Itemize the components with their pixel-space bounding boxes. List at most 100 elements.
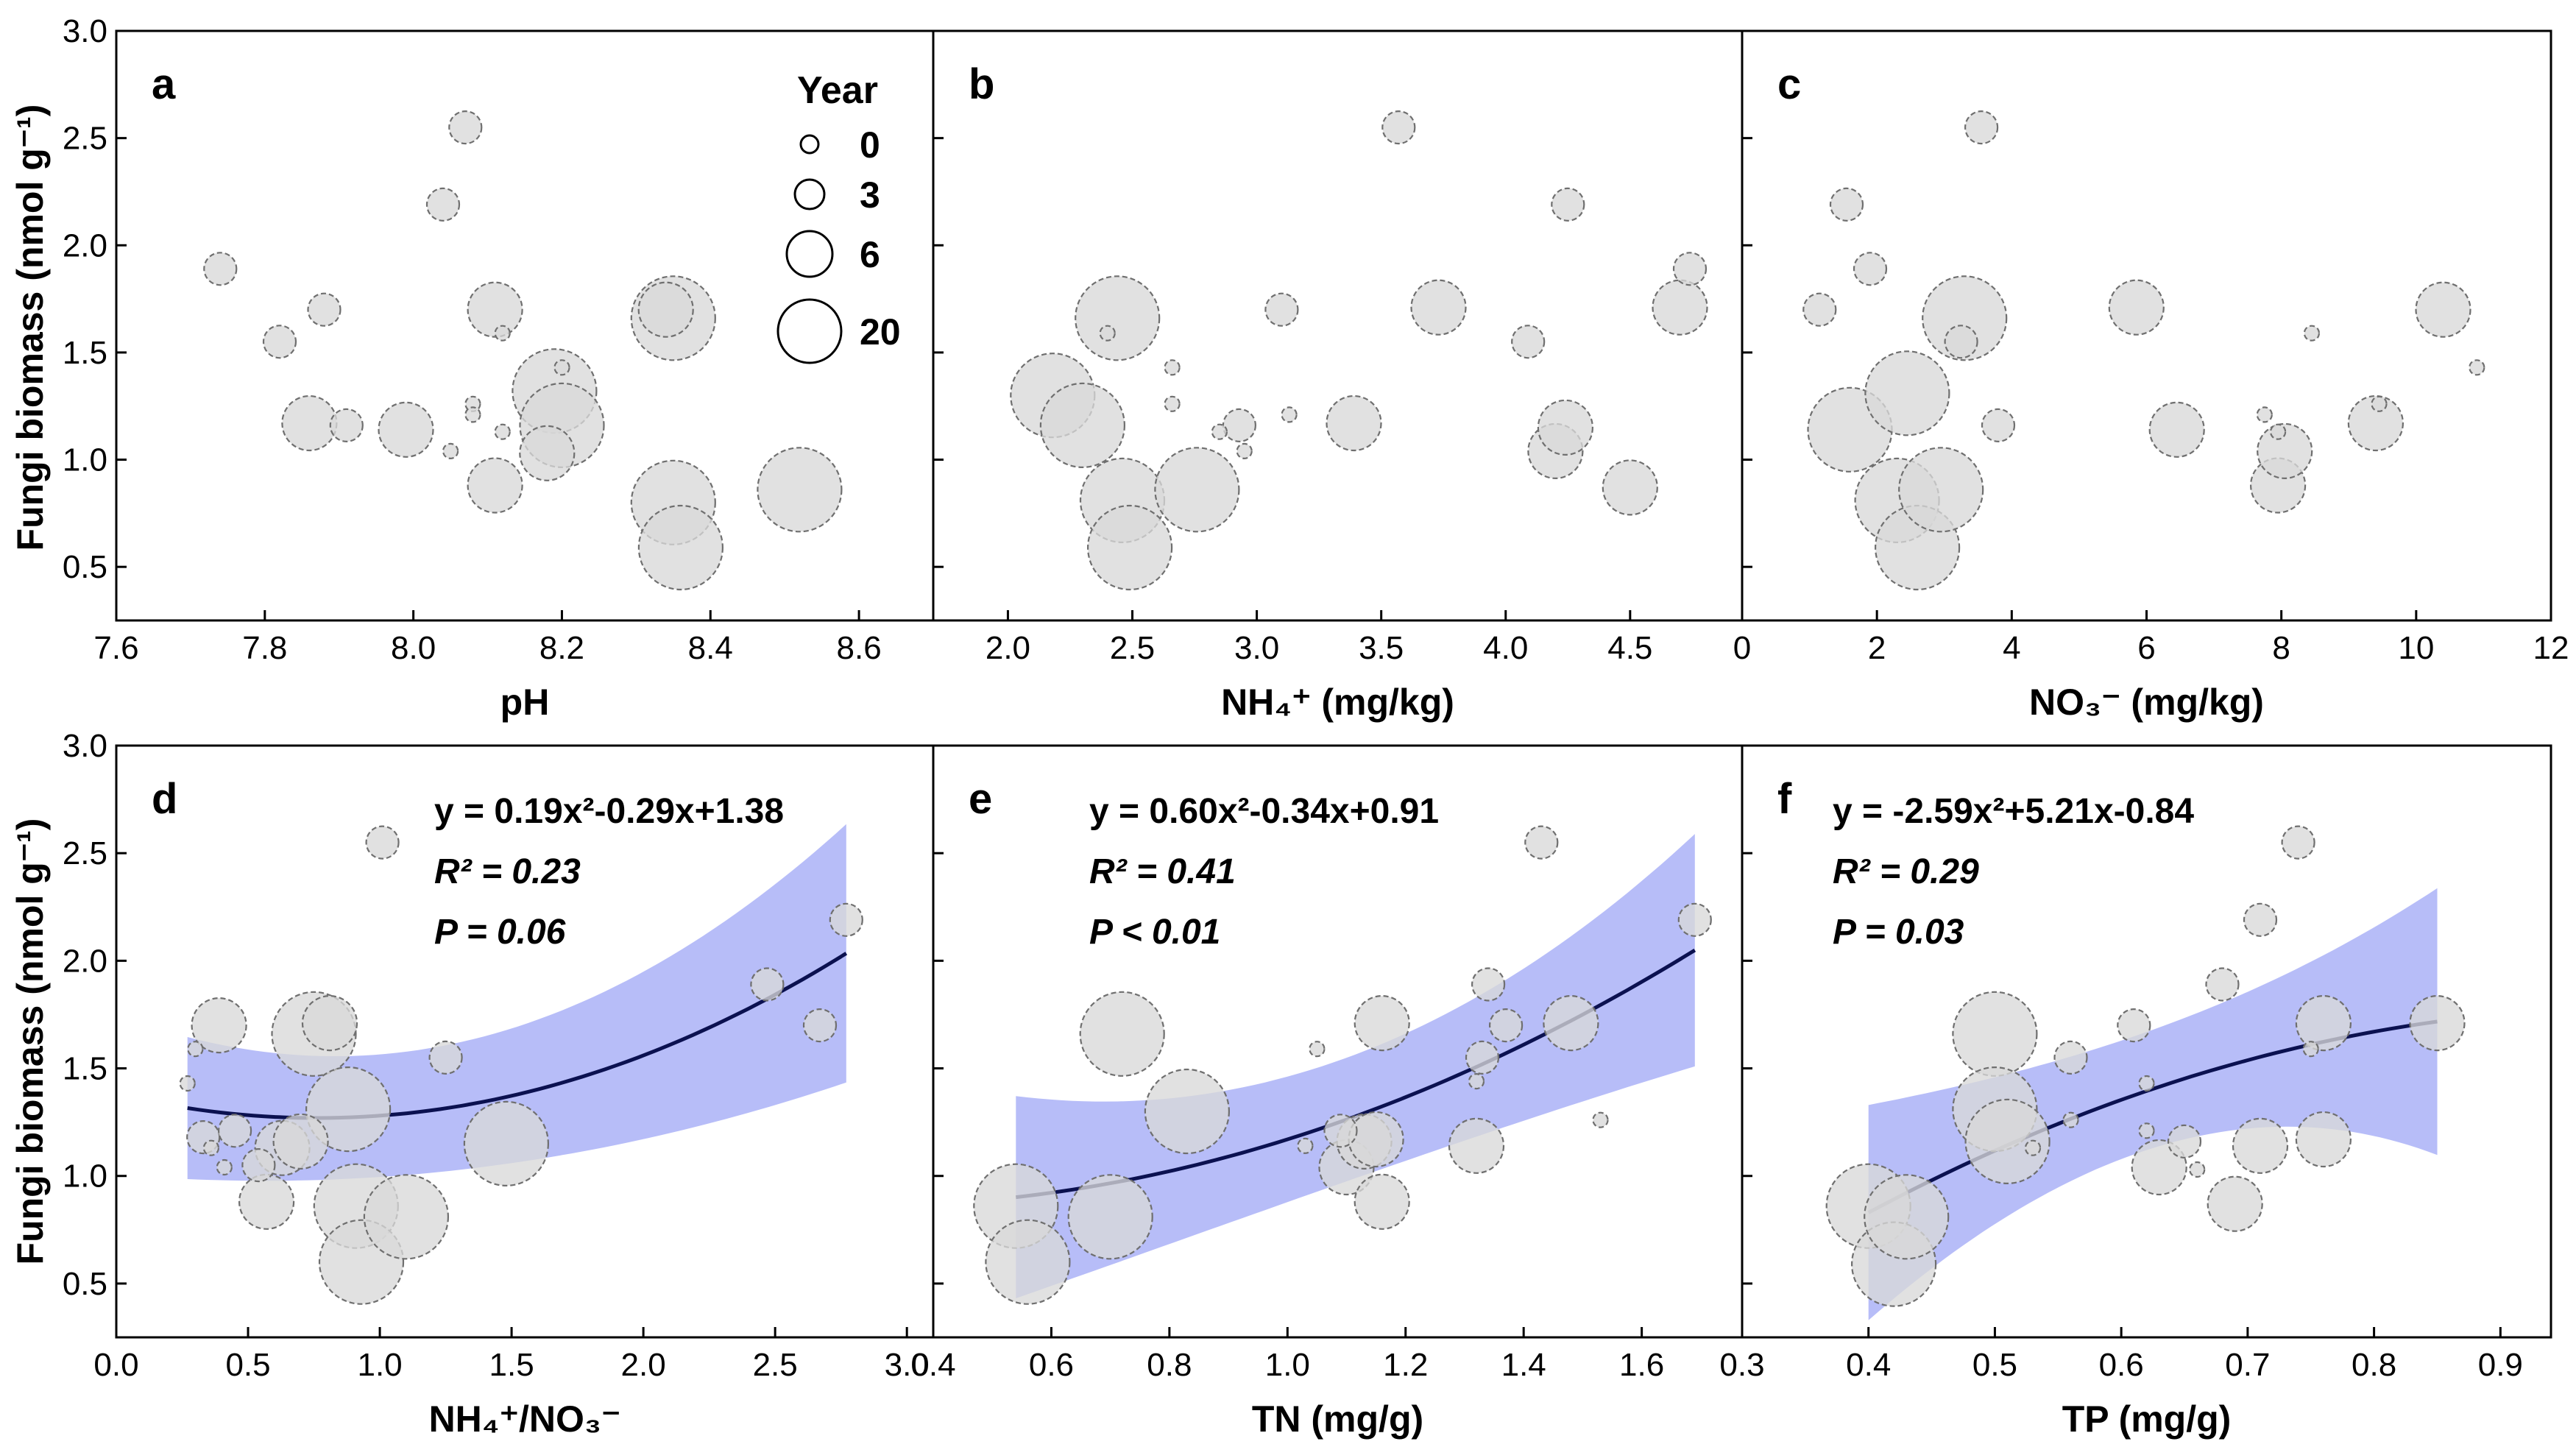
panel-a: 7.6 7.8 8.0 8.2 8.4 8.6 0.5 1.0 1.5 2.0 2.5 3.0 pH a <box>63 13 935 723</box>
x-tick-label-b: 3.5 <box>1359 630 1404 666</box>
x-tick-label-f: 0.4 <box>1846 1347 1891 1383</box>
panel-letter-e: e <box>969 775 992 823</box>
equation-e: y = 0.60x²-0.34x+0.91 <box>1089 792 1439 831</box>
y-tick-label-a: 2.0 <box>63 227 107 263</box>
equation-d: y = 0.19x²-0.29x+1.38 <box>434 792 784 831</box>
bubble-f <box>2138 1122 2155 1139</box>
x-tick-label-d: 0.5 <box>225 1347 270 1383</box>
plot-frame-b <box>932 29 1744 622</box>
bubble-c <box>1944 325 1978 359</box>
plot-frame-f <box>1741 744 2552 1339</box>
y-tick-label-d: 3.0 <box>63 728 107 764</box>
bubble-b <box>1075 275 1161 361</box>
bubble-a <box>442 442 459 460</box>
bubble-c <box>1898 447 1984 533</box>
year-size-legend: Year 0 3 6 20 <box>776 69 901 364</box>
panel-letter-a: a <box>152 60 176 108</box>
bubble-d <box>802 1008 838 1043</box>
y-tick-label-d: 1.5 <box>63 1051 107 1087</box>
x-tick-label-b: 4.5 <box>1607 630 1652 666</box>
y-tick-label-d: 0.5 <box>63 1266 107 1302</box>
bubble-e <box>1543 994 1599 1052</box>
x-tick-label-e: 1.4 <box>1501 1347 1546 1383</box>
bubble-d <box>179 1075 196 1092</box>
bubble-b <box>1236 442 1253 460</box>
bubble-b <box>1164 395 1181 412</box>
legend-title: Year <box>797 69 878 112</box>
x-tick-label-c: 2 <box>1868 630 1886 666</box>
x-tick-label-f: 0.7 <box>2225 1347 2270 1383</box>
bubble-d <box>463 1100 550 1187</box>
bubble-c <box>1829 187 1864 222</box>
x-tick-label-a: 8.0 <box>391 630 436 666</box>
bubble-a <box>448 110 483 145</box>
bubble-d <box>272 1113 329 1170</box>
x-axis-label-c: NO₃⁻ (mg/kg) <box>2029 682 2264 723</box>
bubble-c <box>2270 423 2287 440</box>
bubble-f <box>2167 1124 2202 1159</box>
bubble-f <box>2295 994 2352 1052</box>
confidence-band-e <box>1016 834 1695 1298</box>
legend-bubble-20 <box>776 298 843 364</box>
x-tick-label-c: 8 <box>2272 630 2290 666</box>
x-tick-label-e: 1.6 <box>1619 1347 1664 1383</box>
bubble-f <box>2281 825 2315 860</box>
x-tick-label-d: 3.0 <box>885 1347 930 1383</box>
bubble-f <box>2295 1111 2352 1168</box>
bubble-a <box>203 252 238 286</box>
panel-b: 2.0 2.5 3.0 3.5 4.0 4.5 NH₄⁺ (mg/kg) b <box>932 29 1744 723</box>
x-tick-label-e: 0.4 <box>910 1347 955 1383</box>
bubble-a <box>467 457 523 514</box>
bubble-c <box>1964 110 1999 145</box>
bubble-b <box>1164 359 1181 376</box>
x-tick-label-f: 0.5 <box>1972 1347 2017 1383</box>
y-tick-label-a: 3.0 <box>63 13 107 49</box>
bubble-a <box>262 325 297 359</box>
bubble-c <box>2303 325 2320 342</box>
bubble-d <box>305 1066 392 1153</box>
bubble-f <box>2138 1075 2155 1092</box>
x-axis-label-a: pH <box>500 682 550 723</box>
bubble-b <box>1326 395 1382 452</box>
bubble-c <box>1981 408 2016 443</box>
bubble-e <box>1354 994 1410 1052</box>
bubble-f <box>2207 1175 2263 1232</box>
bubble-e <box>1448 1117 1505 1174</box>
bubble-d <box>238 1173 295 1230</box>
bubble-f <box>2053 1040 2088 1075</box>
bubble-e <box>1488 1008 1524 1043</box>
x-tick-label-b: 2.0 <box>986 630 1030 666</box>
panel-f: 0.3 0.4 0.5 0.6 0.7 0.8 0.9 TP (mg/g) f y = -2.59… <box>1719 744 2552 1440</box>
bubble-c <box>2257 422 2313 480</box>
bubble-d <box>191 997 247 1054</box>
bubble-e <box>1144 1068 1231 1155</box>
bubble-f <box>2189 1161 2206 1178</box>
bubble-d <box>428 1040 463 1075</box>
bubble-d <box>218 1114 252 1148</box>
y-axis-label-bottom: Fungi biomass (nmol g⁻¹) <box>10 818 51 1265</box>
bubble-a <box>281 395 338 452</box>
bubble-b <box>1381 110 1416 145</box>
bubble-a <box>425 187 461 222</box>
bubble-b <box>1602 459 1658 516</box>
bubble-b <box>1511 325 1546 359</box>
bubble-d <box>216 1158 233 1176</box>
bubble-c <box>2415 281 2471 338</box>
panel-letter-c: c <box>1777 60 1801 108</box>
x-tick-label-a: 8.6 <box>837 630 882 666</box>
x-tick-label-b: 2.5 <box>1110 630 1155 666</box>
bubble-c <box>1922 275 2008 361</box>
panel-letter-d: d <box>152 775 177 823</box>
x-axis-label-b: NH₄⁺ (mg/kg) <box>1221 682 1454 723</box>
y-axis-label-top: Fungi biomass (nmol g⁻¹) <box>10 105 51 551</box>
y-tick-label-a: 2.5 <box>63 121 107 157</box>
x-tick-label-a: 8.2 <box>539 630 584 666</box>
bubble-a <box>519 425 576 481</box>
y-tick-label-a: 0.5 <box>63 549 107 585</box>
legend-bubble-3 <box>793 178 826 210</box>
bubble-d <box>829 902 863 937</box>
bubble-f <box>2024 1139 2042 1156</box>
bubble-d <box>363 1174 450 1260</box>
bubble-d <box>202 1139 219 1156</box>
